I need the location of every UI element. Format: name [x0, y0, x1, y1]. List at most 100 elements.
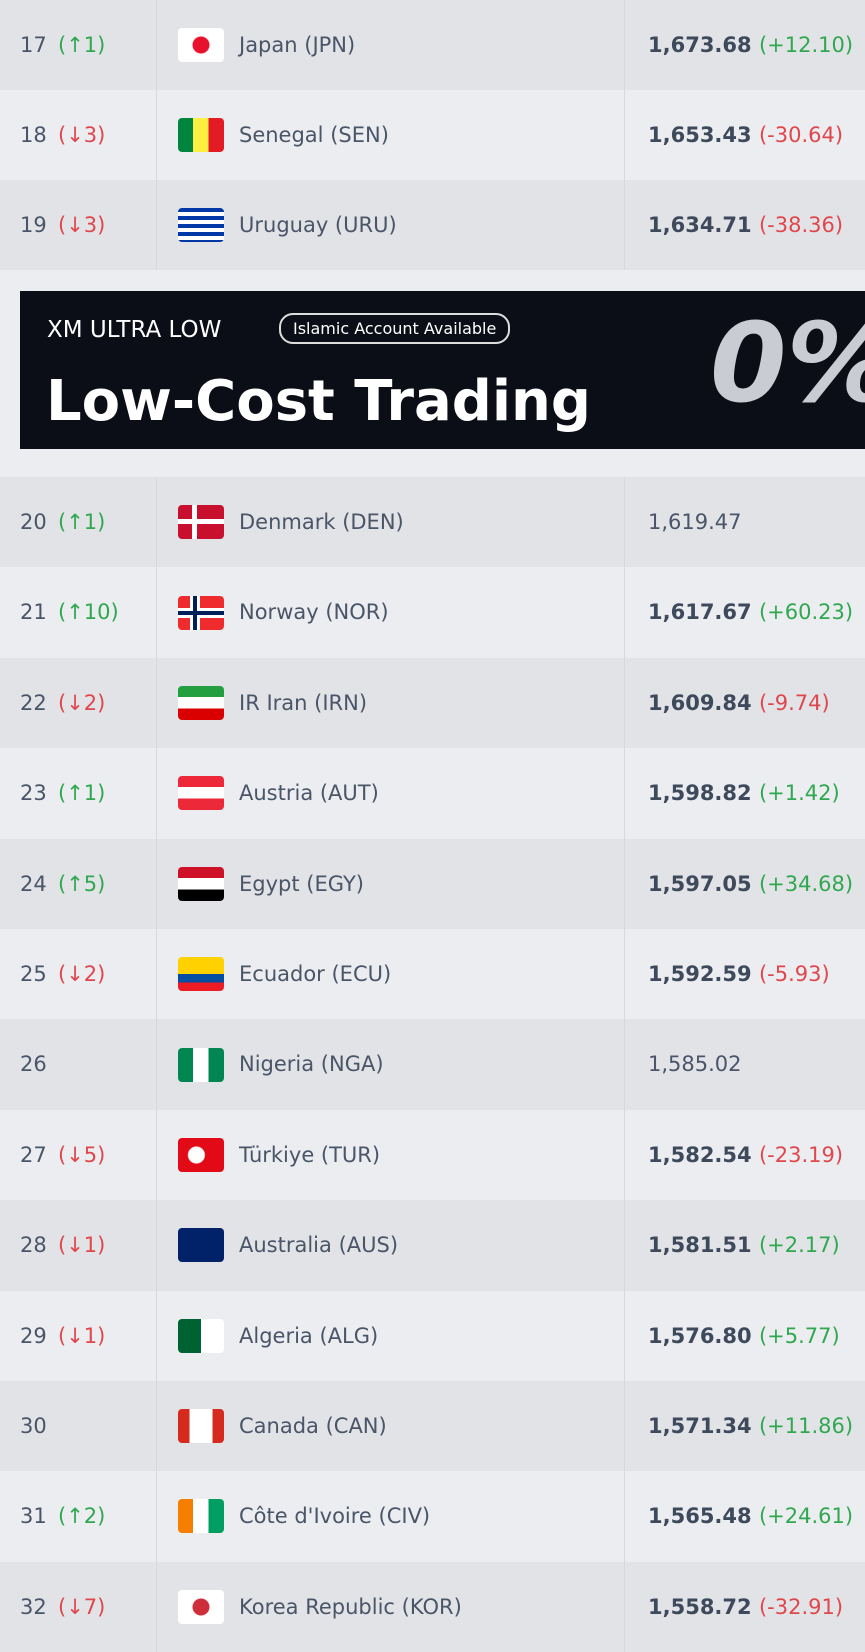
divider — [156, 567, 157, 658]
points-change: (+11.86) — [758, 1413, 854, 1438]
rank-movement: (↑2) — [58, 1504, 106, 1529]
rank: 23 — [20, 781, 47, 806]
divider — [624, 477, 625, 568]
points-change: (+60.23) — [758, 600, 854, 625]
points-value: 1,634.71 — [648, 213, 752, 237]
ad-area: XM ULTRA LOW Islamic Account Available L… — [0, 270, 865, 477]
ranking-row: 25 (↓2) Ecuador (ECU) 1,592.59 (-5.93) — [0, 928, 865, 1020]
rank-movement: (↓2) — [58, 690, 106, 715]
rank-movement: (↓3) — [58, 213, 106, 237]
ranking-table-top: 17 (↑1) Japan (JPN) 1,673.68 (+12.10) 18 (↓3)… — [0, 0, 865, 270]
ranking-row: 32 (↓7) Korea Republic (KOR) 1,558.72 (-32.… — [0, 1561, 865, 1652]
ranking-row: 28 (↓1) Australia (AUS) 1,581.51 (+2.17) — [0, 1200, 865, 1291]
rank-movement: (↑1) — [58, 781, 106, 806]
team-name: Japan (JPN) — [239, 33, 356, 57]
rank-movement: (↓5) — [58, 1142, 106, 1167]
points-value: 1,609.84 — [648, 690, 752, 715]
points-value: 1,576.80 — [648, 1323, 752, 1348]
team-name: Australia (AUS) — [239, 1233, 399, 1258]
points: 1,581.51 (+2.17) — [648, 1200, 840, 1290]
rank: 20 — [20, 510, 47, 534]
ranking-row: 29 (↓1) Algeria (ALG) 1,576.80 (+5.77) — [0, 1290, 865, 1381]
points-change: (-9.74) — [758, 690, 830, 715]
divider — [156, 748, 157, 839]
ad-badge: Islamic Account Available — [279, 313, 511, 344]
divider — [156, 0, 157, 90]
team-name: Egypt (EGY) — [239, 871, 364, 896]
divider — [624, 1200, 625, 1291]
points-change: (-5.93) — [758, 961, 830, 986]
team-name: Korea Republic (KOR) — [239, 1594, 462, 1619]
team-name: IR Iran (IRN) — [239, 690, 368, 715]
divider — [624, 1561, 625, 1652]
divider — [624, 90, 625, 180]
team-name: Denmark (DEN) — [239, 510, 404, 534]
divider — [624, 1109, 625, 1201]
rank: 28 — [20, 1233, 47, 1258]
points-change: (+24.61) — [758, 1504, 854, 1529]
rank: 27 — [20, 1142, 47, 1167]
points-change: (-38.36) — [758, 213, 844, 237]
divider — [624, 0, 625, 90]
ad-kicker: XM ULTRA LOW — [47, 317, 222, 343]
points: 1,576.80 (+5.77) — [648, 1291, 840, 1381]
points: 1,571.34 (+11.86) — [648, 1381, 853, 1471]
points-value: 1,565.48 — [648, 1504, 752, 1529]
divider — [156, 180, 157, 270]
country-flag — [178, 1047, 224, 1082]
divider — [624, 180, 625, 270]
ranking-table-bottom: 20 (↑1) Denmark (DEN) 1,619.47 21 (↑10) Norway… — [0, 477, 865, 1652]
ranking-row: 30 Canada (CAN) 1,571.34 (+11.86) — [0, 1380, 865, 1472]
country-flag — [178, 1228, 224, 1263]
ad-banner[interactable]: XM ULTRA LOW Islamic Account Available L… — [20, 291, 865, 449]
rank-movement: (↑10) — [58, 600, 119, 625]
country-flag — [178, 866, 224, 901]
rank: 18 — [20, 123, 47, 147]
ad-graphic: 0% — [710, 299, 865, 427]
country-flag — [178, 1318, 224, 1353]
country-flag — [178, 118, 224, 152]
points-value: 1,582.54 — [648, 1142, 752, 1167]
points: 1,565.48 (+24.61) — [648, 1471, 853, 1561]
points-change: (-32.91) — [758, 1594, 844, 1619]
rank-movement: (↑1) — [58, 33, 106, 57]
ranking-row: 31 (↑2) Côte d'Ivoire (CIV) 1,565.48 (+24.6… — [0, 1471, 865, 1562]
divider — [156, 838, 157, 929]
rank: 17 — [20, 33, 47, 57]
team-name: Canada (CAN) — [239, 1413, 387, 1438]
rank-movement: (↓1) — [58, 1233, 106, 1258]
divider — [156, 1019, 157, 1110]
ranking-row: 23 (↑1) Austria (AUT) 1,598.82 (+1.42) — [0, 748, 865, 839]
points-value: 1,592.59 — [648, 961, 752, 986]
points-value: 1,598.82 — [648, 781, 752, 806]
ranking-row: 21 (↑10) Norway (NOR) 1,617.67 (+60.23) — [0, 567, 865, 658]
rank: 31 — [20, 1504, 47, 1529]
rank-movement: (↑5) — [58, 871, 106, 896]
points-change: (-23.19) — [758, 1142, 844, 1167]
country-flag — [178, 957, 224, 992]
divider — [624, 657, 625, 749]
divider — [624, 1019, 625, 1110]
country-flag — [178, 208, 224, 242]
team-name: Türkiye (TUR) — [239, 1142, 381, 1167]
rank: 29 — [20, 1323, 47, 1348]
country-flag — [178, 776, 224, 811]
divider — [156, 1561, 157, 1652]
rank: 21 — [20, 600, 47, 625]
points-change: (-30.64) — [758, 123, 844, 147]
rank: 30 — [20, 1413, 47, 1438]
divider — [624, 928, 625, 1020]
team-name: Austria (AUT) — [239, 781, 379, 806]
ranking-row: 19 (↓3) Uruguay (URU) 1,634.71 (-38.36) — [0, 180, 865, 270]
points: 1,619.47 — [648, 477, 742, 567]
points: 1,617.67 (+60.23) — [648, 567, 853, 657]
ad-headline: Low-Cost Trading — [46, 369, 591, 434]
rank: 22 — [20, 690, 47, 715]
divider — [156, 477, 157, 568]
team-name: Senegal (SEN) — [239, 123, 389, 147]
points: 1,634.71 (-38.36) — [648, 180, 843, 270]
points-value: 1,581.51 — [648, 1233, 752, 1258]
divider — [624, 1471, 625, 1562]
points-value: 1,571.34 — [648, 1413, 752, 1438]
ranking-row: 27 (↓5) Türkiye (TUR) 1,582.54 (-23.19) — [0, 1109, 865, 1201]
